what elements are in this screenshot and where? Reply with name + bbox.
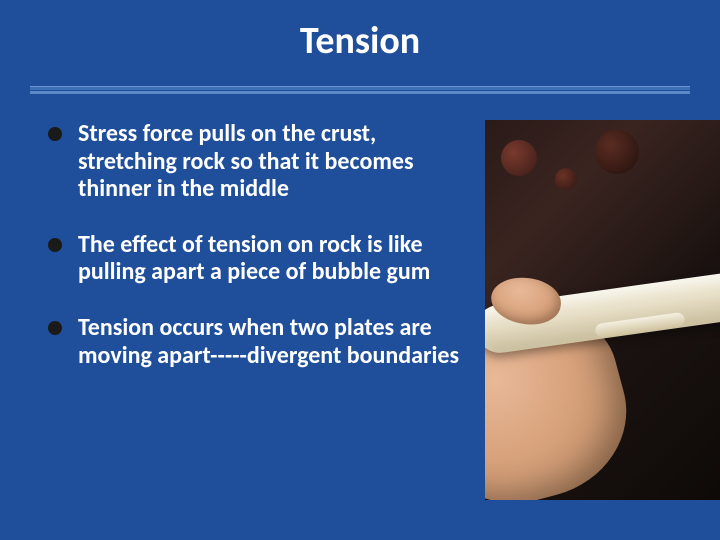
- slide-title: Tension: [0, 18, 720, 64]
- underline-bar-bottom: [30, 91, 690, 94]
- bullet-item: Tension occurs when two plates are movin…: [48, 314, 478, 369]
- title-underline: [30, 86, 690, 94]
- photo-bokeh-dot: [595, 130, 639, 174]
- slide: Tension Stress force pulls on the crust,…: [0, 0, 720, 540]
- bullet-item: The effect of tension on rock is like pu…: [48, 231, 478, 286]
- bullet-item: Stress force pulls on the crust, stretch…: [48, 120, 478, 203]
- photo-bokeh-dot: [501, 140, 537, 176]
- illustration-bubble-gum-photo: [485, 120, 720, 500]
- underline-bar-top: [30, 86, 690, 90]
- photo-bokeh-dot: [555, 168, 577, 190]
- bullet-list: Stress force pulls on the crust, stretch…: [48, 120, 478, 369]
- bullet-content: Stress force pulls on the crust, stretch…: [48, 120, 478, 397]
